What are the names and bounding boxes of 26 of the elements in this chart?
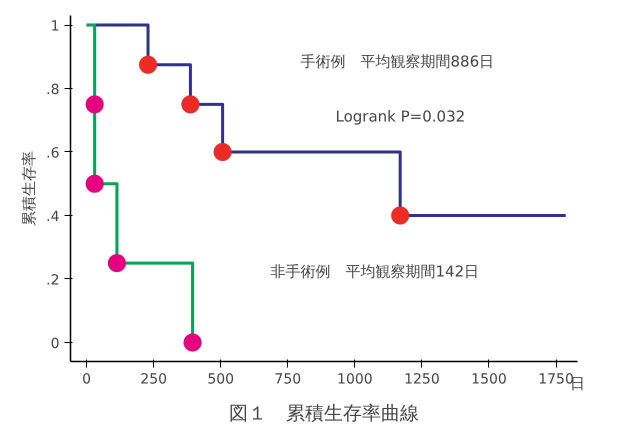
y-tick-label: .4 — [46, 208, 60, 225]
x-tick-label: 250 — [140, 372, 168, 388]
x-tick-label: 500 — [207, 372, 234, 388]
x-tick-label: 1000 — [337, 372, 373, 388]
point — [86, 95, 104, 114]
point — [391, 206, 410, 224]
y-axis-title: 累積生存率 — [20, 151, 38, 226]
x-tick-label: 1500 — [471, 372, 507, 388]
point — [86, 174, 104, 193]
x-tick-label: 750 — [274, 372, 302, 388]
x-tick-label: 0 — [82, 372, 92, 388]
y-tick-label: 1 — [50, 18, 60, 35]
point — [139, 56, 158, 74]
point — [108, 254, 126, 272]
annotation: Logrank P=0.032 — [336, 108, 466, 126]
annotation: 手術例 平均観察期間886日 — [300, 52, 494, 70]
text: 図１ 累積生存率曲線 — [229, 402, 419, 424]
point — [214, 143, 232, 161]
y-tick-label: .6 — [46, 145, 60, 162]
y-tick-label: 0 — [50, 336, 60, 352]
annotation: 非手術例 平均観察期間142日 — [270, 262, 480, 280]
point — [181, 95, 200, 114]
y-tick-label: .8 — [46, 82, 60, 98]
x-tick-label: 1250 — [404, 372, 440, 388]
y-tick-label: .2 — [46, 272, 60, 288]
point — [184, 333, 202, 352]
